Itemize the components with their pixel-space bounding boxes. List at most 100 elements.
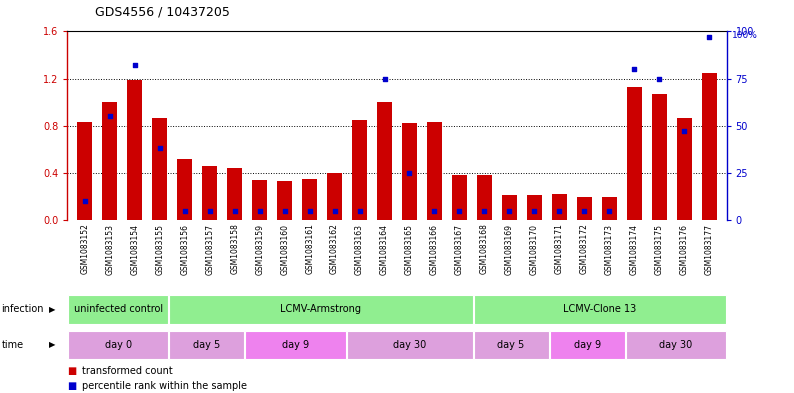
Text: GSM1083173: GSM1083173 [605,224,614,275]
Point [303,208,316,214]
Text: GSM1083156: GSM1083156 [180,224,189,275]
Bar [202,166,218,220]
Text: GSM1083166: GSM1083166 [430,224,439,275]
Point [453,208,466,214]
Bar [68,296,168,324]
Bar [252,180,268,220]
Bar [502,195,517,220]
Bar [277,181,292,220]
Text: GSM1083174: GSM1083174 [630,224,638,275]
Bar [552,194,567,220]
Text: GSM1083165: GSM1083165 [405,224,414,275]
Text: day 0: day 0 [105,340,132,350]
Point [79,198,91,204]
Bar [68,331,168,359]
Bar [652,94,667,220]
Bar [402,123,417,220]
Point [353,208,366,214]
Bar [626,87,642,220]
Point [153,145,166,152]
Text: infection: infection [2,305,44,314]
Bar [303,179,317,220]
Text: day 9: day 9 [573,340,601,350]
Text: GSM1083153: GSM1083153 [106,224,114,275]
Bar [152,118,168,220]
Text: GSM1083176: GSM1083176 [680,224,688,275]
Bar [327,173,342,220]
Text: GSM1083155: GSM1083155 [156,224,164,275]
Text: GSM1083175: GSM1083175 [654,224,664,275]
Point [703,34,715,40]
Bar [227,168,242,220]
Text: percentile rank within the sample: percentile rank within the sample [82,381,247,391]
Point [578,208,591,214]
Bar [576,196,592,220]
Text: time: time [2,340,24,350]
Point [179,208,191,214]
Text: GSM1083162: GSM1083162 [330,224,339,274]
Text: uninfected control: uninfected control [74,305,163,314]
Bar [477,175,491,220]
Bar [347,331,472,359]
Point [528,208,541,214]
Bar [702,73,716,220]
Text: ▶: ▶ [49,340,56,349]
Point [478,208,491,214]
Bar [169,296,472,324]
Text: day 30: day 30 [659,340,692,350]
Bar [427,122,442,220]
Bar [127,80,142,220]
Text: GSM1083169: GSM1083169 [505,224,514,275]
Point [229,208,241,214]
Text: GSM1083170: GSM1083170 [530,224,539,275]
Text: LCMV-Clone 13: LCMV-Clone 13 [563,305,637,314]
Point [103,113,116,119]
Bar [602,196,617,220]
Point [253,208,266,214]
Text: GSM1083167: GSM1083167 [455,224,464,275]
Text: ■: ■ [67,366,77,376]
Text: GSM1083159: GSM1083159 [255,224,264,275]
Bar [352,120,367,220]
Point [203,208,216,214]
Text: GSM1083171: GSM1083171 [555,224,564,274]
Point [129,62,141,68]
Point [628,66,641,72]
Text: day 9: day 9 [282,340,309,350]
Text: GSM1083161: GSM1083161 [305,224,314,274]
Text: GSM1083160: GSM1083160 [280,224,289,275]
Text: day 30: day 30 [393,340,426,350]
Bar [473,296,726,324]
Point [653,75,665,82]
Text: day 5: day 5 [193,340,221,350]
Bar [676,118,692,220]
Bar [245,331,346,359]
Text: GSM1083163: GSM1083163 [355,224,364,275]
Text: GSM1083172: GSM1083172 [580,224,588,274]
Text: LCMV-Armstrong: LCMV-Armstrong [280,305,361,314]
Bar [549,331,625,359]
Point [378,75,391,82]
Text: GSM1083158: GSM1083158 [230,224,239,274]
Point [279,208,291,214]
Text: GSM1083164: GSM1083164 [380,224,389,275]
Bar [177,159,192,220]
Text: ■: ■ [67,381,77,391]
Text: transformed count: transformed count [82,366,172,376]
Text: GSM1083157: GSM1083157 [206,224,214,275]
Point [503,208,515,214]
Bar [473,331,549,359]
Bar [169,331,245,359]
Point [428,208,441,214]
Bar [526,195,542,220]
Text: GDS4556 / 10437205: GDS4556 / 10437205 [95,6,230,19]
Point [678,128,691,134]
Text: ▶: ▶ [49,305,56,314]
Text: GSM1083177: GSM1083177 [704,224,714,275]
Point [553,208,565,214]
Point [328,208,341,214]
Text: 100%: 100% [732,31,758,40]
Text: GSM1083154: GSM1083154 [130,224,140,275]
Point [403,170,416,176]
Bar [377,102,392,220]
